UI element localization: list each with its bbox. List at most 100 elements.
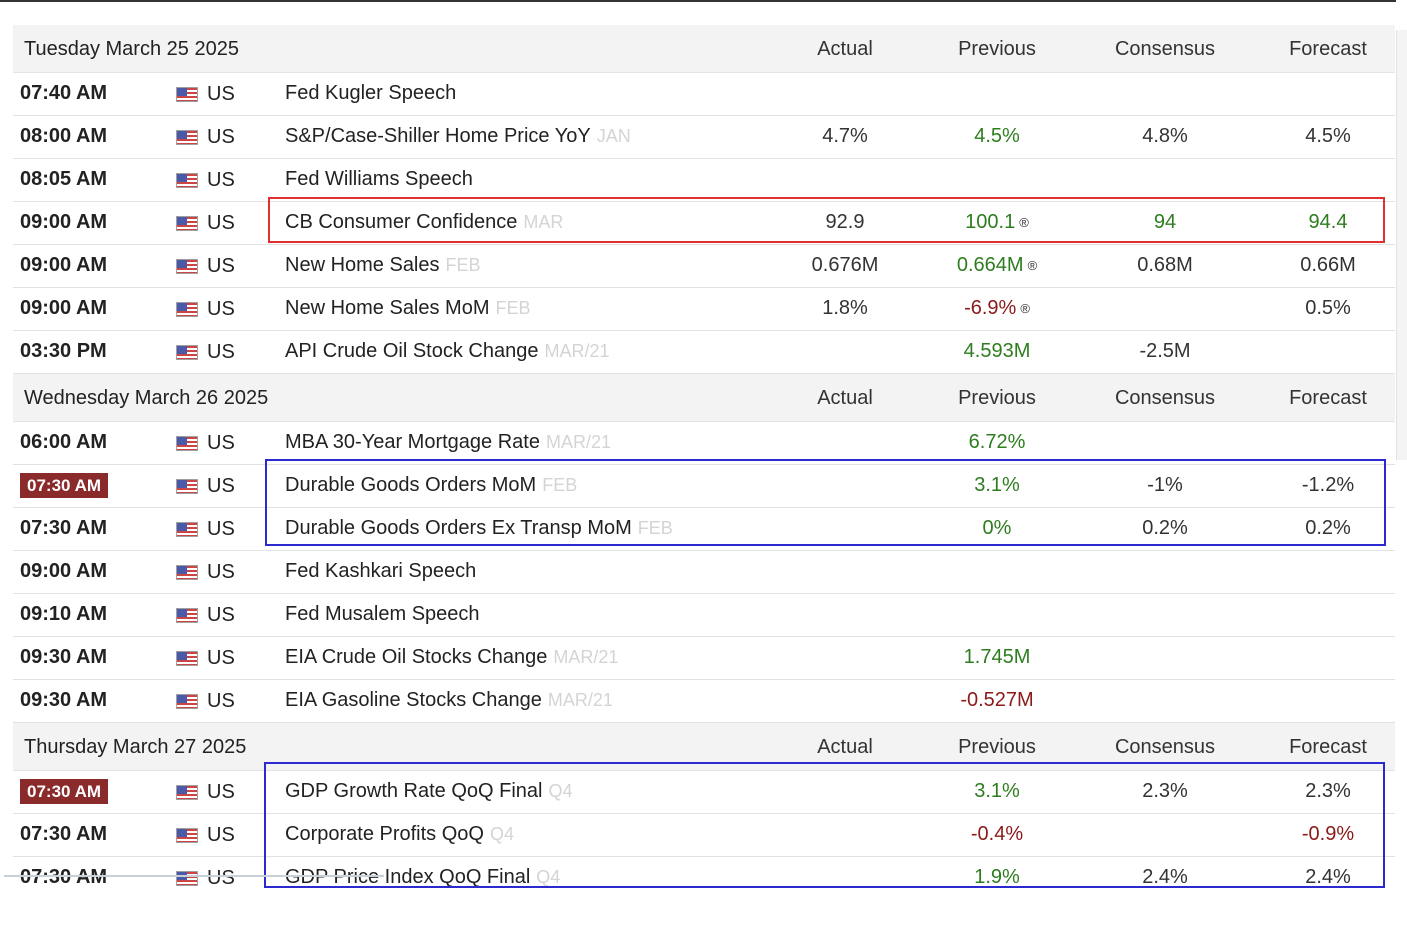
event-row[interactable]: 09:30 AM US EIA Gasoline Stocks Change MA… — [13, 680, 1395, 723]
previous-value: -6.9% ® — [964, 297, 1030, 319]
event-country: US — [207, 475, 235, 497]
revised-icon: ® — [1027, 258, 1038, 273]
forecast-value: 0.5% — [1305, 297, 1351, 319]
event-reference-period: FEB — [445, 255, 481, 275]
event-name-link[interactable]: New Home Sales FEB — [285, 254, 481, 276]
day-header: Tuesday March 25 2025 Actual Previous Co… — [13, 25, 1395, 73]
forecast-value: 2.3% — [1305, 780, 1351, 802]
event-name-link[interactable]: Fed Musalem Speech — [285, 603, 480, 625]
event-country: US — [207, 690, 235, 712]
us-flag-icon — [176, 651, 198, 666]
event-country: US — [207, 647, 235, 669]
event-country: US — [207, 169, 235, 191]
forecast-value: 0.2% — [1305, 517, 1351, 539]
previous-value: 1.9% — [974, 866, 1020, 888]
event-name-link[interactable]: S&P/Case-Shiller Home Price YoY JAN — [285, 125, 631, 147]
event-row[interactable]: 09:00 AM US New Home Sales MoM FEB 1.8% -… — [13, 288, 1395, 331]
previous-value: 4.593M — [963, 340, 1031, 362]
column-previous: Previous — [958, 38, 1036, 60]
event-reference-period: MAR/21 — [545, 432, 611, 452]
us-flag-icon — [176, 828, 198, 843]
us-flag-icon — [176, 871, 198, 886]
column-actual: Actual — [817, 736, 873, 758]
forecast-value: 0.66M — [1300, 254, 1356, 276]
event-name-link[interactable]: Durable Goods Orders Ex Transp MoM FEB — [285, 517, 673, 539]
us-flag-icon — [176, 216, 198, 231]
consensus-value: 0.2% — [1142, 517, 1188, 539]
event-name-link[interactable]: Fed Williams Speech — [285, 168, 473, 190]
day-date: Thursday March 27 2025 — [24, 736, 247, 758]
event-country: US — [207, 212, 235, 234]
column-forecast: Forecast — [1289, 38, 1367, 60]
event-row[interactable]: 09:30 AM US EIA Crude Oil Stocks Change M… — [13, 637, 1395, 680]
column-consensus: Consensus — [1114, 387, 1216, 409]
previous-value: -0.4% — [970, 823, 1024, 845]
column-actual: Actual — [817, 387, 873, 409]
event-time: 09:30 AM — [20, 646, 108, 668]
event-row[interactable]: 07:30 AM US Durable Goods Orders Ex Tran… — [13, 508, 1395, 551]
event-row[interactable]: 07:30 AM US Durable Goods Orders MoM FEB … — [13, 465, 1395, 508]
column-consensus: Consensus — [1114, 736, 1216, 758]
event-name-link[interactable]: Fed Kugler Speech — [285, 82, 457, 104]
event-country: US — [207, 341, 235, 363]
event-name-link[interactable]: New Home Sales MoM FEB — [285, 297, 531, 319]
event-time: 09:10 AM — [20, 603, 108, 625]
event-time: 08:05 AM — [20, 168, 108, 190]
event-name-link[interactable]: Corporate Profits QoQ Q4 — [285, 823, 514, 845]
event-reference-period: MAR/21 — [553, 647, 619, 667]
us-flag-icon — [176, 302, 198, 317]
economic-calendar-table: Tuesday March 25 2025 Actual Previous Co… — [13, 25, 1395, 899]
consensus-value: 4.8% — [1142, 125, 1188, 147]
event-country: US — [207, 867, 235, 889]
event-country: US — [207, 824, 235, 846]
event-country: US — [207, 604, 235, 626]
forecast-value: 94.4 — [1308, 211, 1348, 233]
event-row[interactable]: 09:00 AM US New Home Sales FEB 0.676M 0.6… — [13, 245, 1395, 288]
event-row[interactable]: 07:30 AM US GDP Price Index QoQ Final Q4 … — [13, 857, 1395, 899]
event-row[interactable]: 03:30 PM US API Crude Oil Stock Change MA… — [13, 331, 1395, 374]
us-flag-icon — [176, 130, 198, 145]
day-header: Thursday March 27 2025 Actual Previous C… — [13, 723, 1395, 771]
us-flag-icon — [176, 785, 198, 800]
event-name-link[interactable]: GDP Price Index QoQ Final Q4 — [285, 866, 561, 888]
event-name-link[interactable]: API Crude Oil Stock Change MAR/21 — [285, 340, 610, 362]
event-row[interactable]: 09:00 AM US Fed Kashkari Speech — [13, 551, 1395, 594]
day-header: Wednesday March 26 2025 Actual Previous … — [13, 374, 1395, 422]
event-row[interactable]: 08:00 AM US S&P/Case-Shiller Home Price … — [13, 116, 1395, 159]
actual-value: 1.8% — [822, 297, 868, 319]
event-country: US — [207, 126, 235, 148]
actual-value: 0.676M — [811, 254, 879, 276]
consensus-value: -1% — [1147, 474, 1183, 496]
event-time: 09:00 AM — [20, 211, 108, 233]
event-time: 09:00 AM — [20, 297, 108, 319]
scroll-indicator — [4, 875, 384, 877]
event-row[interactable]: 07:40 AM US Fed Kugler Speech — [13, 73, 1395, 116]
event-row[interactable]: 09:10 AM US Fed Musalem Speech — [13, 594, 1395, 637]
event-row[interactable]: 08:05 AM US Fed Williams Speech — [13, 159, 1395, 202]
event-name-link[interactable]: EIA Crude Oil Stocks Change MAR/21 — [285, 646, 619, 668]
us-flag-icon — [176, 565, 198, 580]
event-row[interactable]: 07:30 AM US GDP Growth Rate QoQ Final Q4 … — [13, 771, 1395, 814]
previous-value: 100.1 ® — [965, 211, 1029, 233]
event-country: US — [207, 298, 235, 320]
event-reference-period: FEB — [495, 298, 531, 318]
event-name-link[interactable]: Durable Goods Orders MoM FEB — [285, 474, 578, 496]
event-name-link[interactable]: CB Consumer Confidence MAR — [285, 211, 564, 233]
us-flag-icon — [176, 694, 198, 709]
event-name-link[interactable]: EIA Gasoline Stocks Change MAR/21 — [285, 689, 613, 711]
us-flag-icon — [176, 173, 198, 188]
forecast-value: -0.9% — [1301, 823, 1355, 845]
event-country: US — [207, 561, 235, 583]
event-name-link[interactable]: GDP Growth Rate QoQ Final Q4 — [285, 780, 573, 802]
event-name-link[interactable]: Fed Kashkari Speech — [285, 560, 477, 582]
event-row[interactable]: 06:00 AM US MBA 30-Year Mortgage Rate MAR… — [13, 422, 1395, 465]
previous-value: 1.745M — [963, 646, 1031, 668]
event-name-link[interactable]: MBA 30-Year Mortgage Rate MAR/21 — [285, 431, 611, 453]
forecast-value: -1.2% — [1301, 474, 1355, 496]
column-forecast: Forecast — [1289, 387, 1367, 409]
event-row[interactable]: 07:30 AM US Corporate Profits QoQ Q4 -0.4… — [13, 814, 1395, 857]
event-reference-period: Q4 — [536, 867, 561, 887]
event-country: US — [207, 518, 235, 540]
event-row[interactable]: 09:00 AM US CB Consumer Confidence MAR 92… — [13, 202, 1395, 245]
us-flag-icon — [176, 608, 198, 623]
